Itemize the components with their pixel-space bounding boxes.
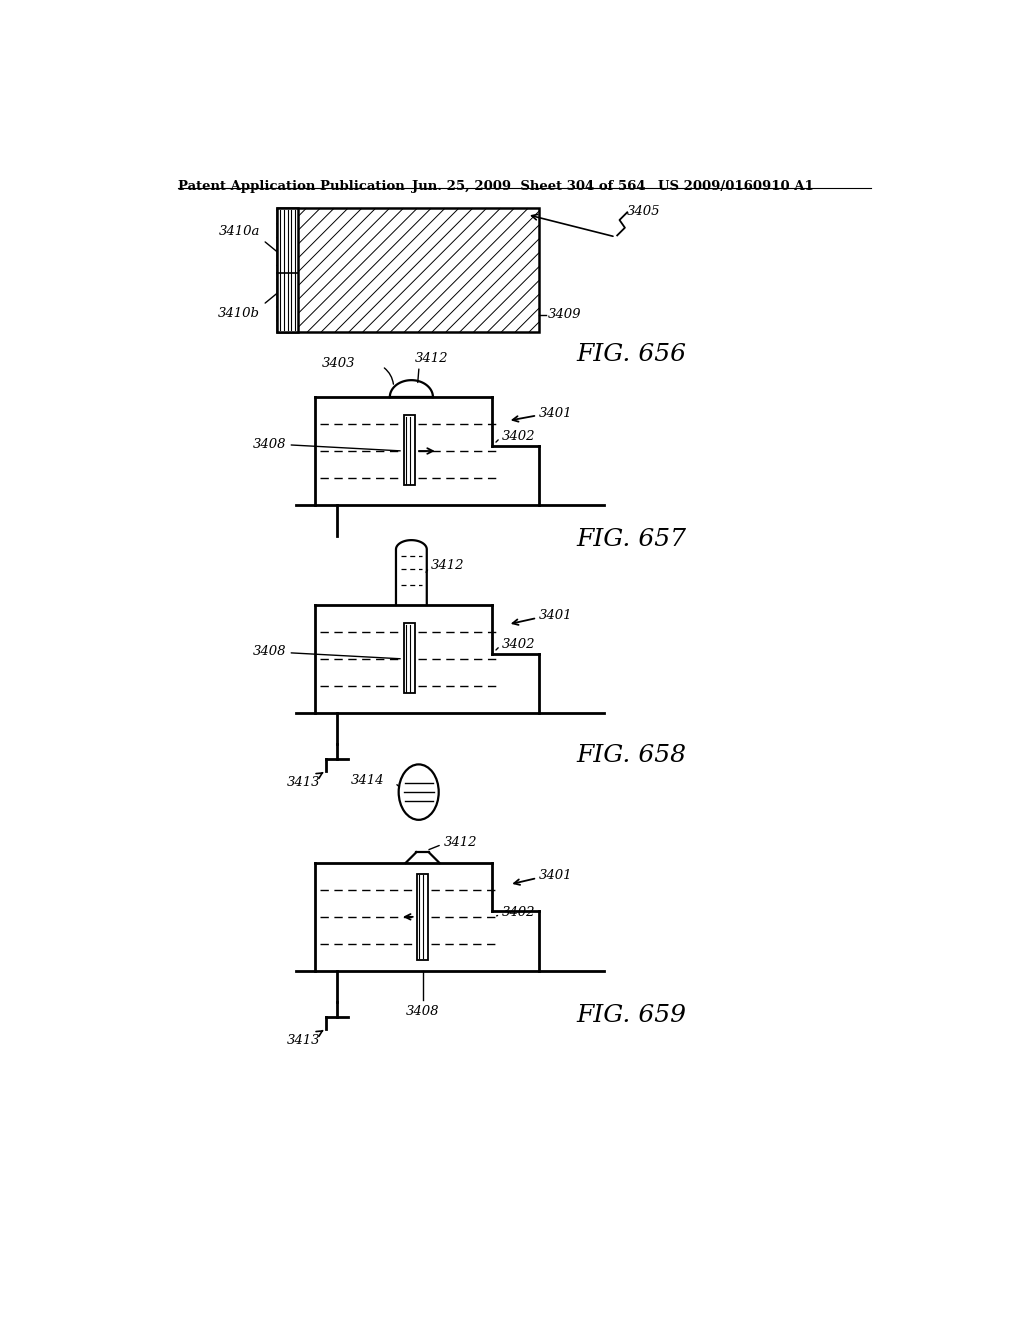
- Ellipse shape: [398, 764, 438, 820]
- Text: 3401: 3401: [539, 870, 572, 882]
- Text: 3403: 3403: [322, 356, 355, 370]
- Text: 3408: 3408: [406, 1006, 439, 1019]
- Text: FIG. 658: FIG. 658: [577, 743, 686, 767]
- Text: 3405: 3405: [628, 205, 660, 218]
- Text: 3413: 3413: [287, 1034, 319, 1047]
- Text: 3401: 3401: [539, 407, 572, 420]
- Text: 3402: 3402: [502, 430, 536, 444]
- Text: US 2009/0160910 A1: US 2009/0160910 A1: [658, 180, 814, 193]
- Text: 3410a: 3410a: [218, 224, 260, 238]
- Text: FIG. 656: FIG. 656: [577, 343, 686, 366]
- Text: 3408: 3408: [253, 437, 286, 450]
- Text: 3401: 3401: [539, 610, 572, 622]
- Bar: [276, 209, 539, 331]
- Text: 3412: 3412: [415, 351, 449, 364]
- Text: 3413: 3413: [287, 776, 319, 789]
- Text: 3410b: 3410b: [218, 308, 260, 321]
- Text: Patent Application Publication: Patent Application Publication: [178, 180, 406, 193]
- Text: 3409: 3409: [548, 308, 582, 321]
- Bar: [417, 874, 428, 960]
- Bar: [276, 209, 298, 331]
- Bar: [403, 416, 415, 486]
- Text: 3408: 3408: [253, 645, 286, 659]
- Text: FIG. 657: FIG. 657: [577, 528, 686, 550]
- Text: FIG. 659: FIG. 659: [577, 1005, 686, 1027]
- Text: Jun. 25, 2009  Sheet 304 of 564: Jun. 25, 2009 Sheet 304 of 564: [412, 180, 645, 193]
- Text: 3414: 3414: [351, 774, 385, 787]
- Text: 3402: 3402: [502, 638, 536, 651]
- Text: 3402: 3402: [502, 907, 536, 920]
- Bar: [403, 623, 415, 693]
- Text: 3412: 3412: [444, 837, 477, 850]
- Text: 3412: 3412: [431, 560, 464, 573]
